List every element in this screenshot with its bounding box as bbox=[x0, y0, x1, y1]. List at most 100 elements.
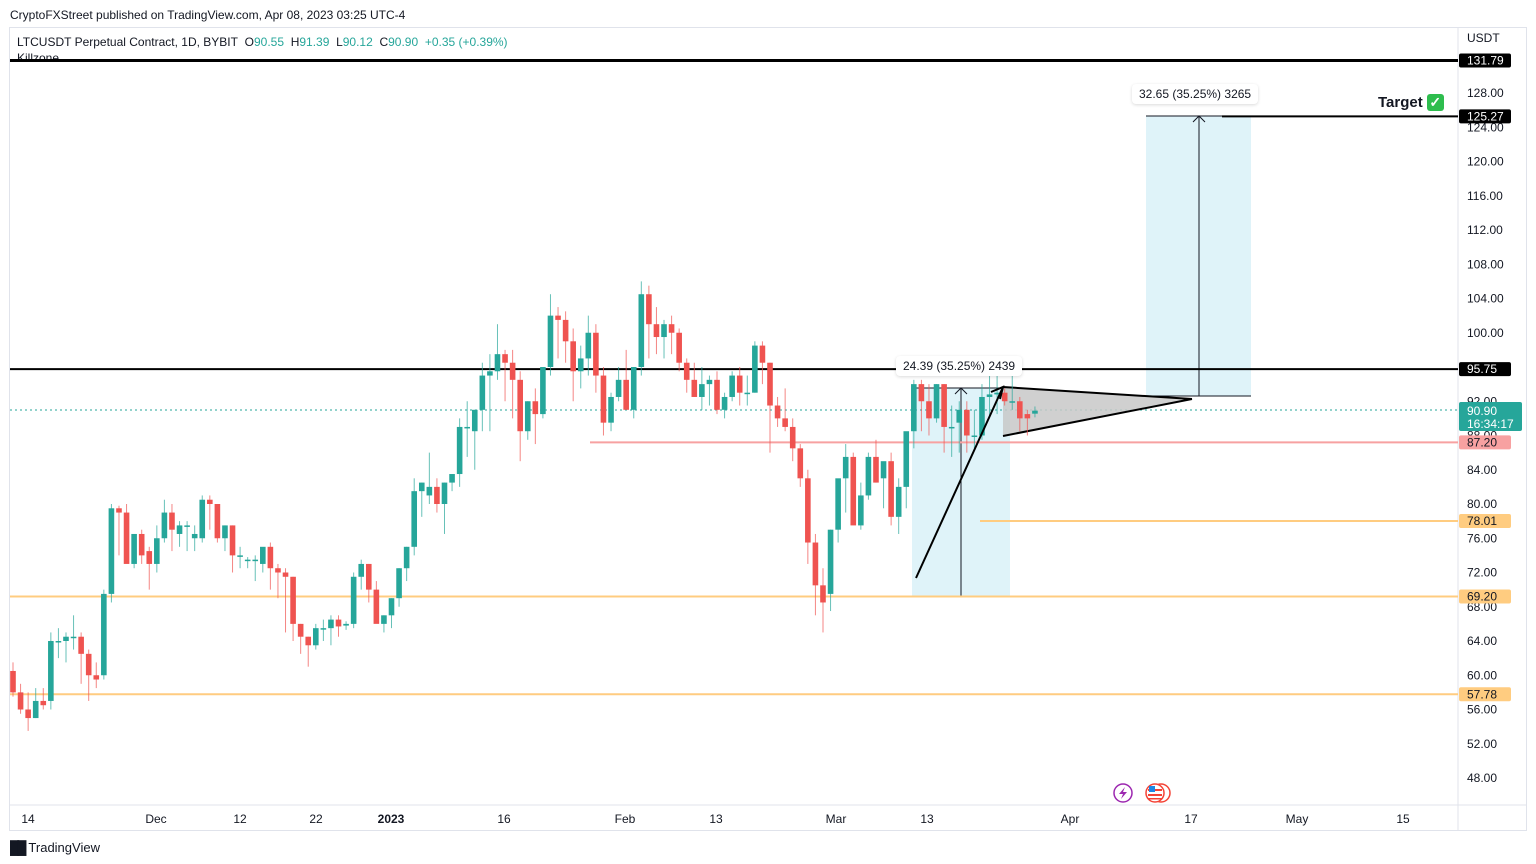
candle-body bbox=[123, 512, 130, 564]
triangle-lower-line bbox=[1002, 398, 1193, 437]
currency-label: USDT bbox=[1467, 31, 1500, 45]
low-value: 90.12 bbox=[342, 35, 373, 49]
candle-body bbox=[956, 409, 963, 423]
open-label: O bbox=[244, 35, 254, 49]
flagpole-line[interactable] bbox=[915, 386, 1004, 579]
bar-countdown: 16:34:17 bbox=[1467, 417, 1514, 431]
candle-body bbox=[797, 448, 804, 479]
candle-body bbox=[40, 700, 47, 706]
candle-body bbox=[964, 409, 970, 436]
price-tick: 116.00 bbox=[1467, 189, 1503, 203]
candle-body bbox=[820, 585, 826, 603]
candle-body bbox=[948, 426, 955, 429]
candle-body bbox=[903, 431, 910, 487]
candle-body bbox=[1024, 414, 1031, 419]
candle-body bbox=[434, 486, 440, 504]
triangle-upper-line bbox=[1002, 386, 1193, 400]
high-value: 91.39 bbox=[299, 35, 330, 49]
candle-body bbox=[600, 375, 607, 423]
candle-body bbox=[494, 354, 501, 372]
candle-body bbox=[767, 362, 773, 406]
level-price-value: 57.78 bbox=[1467, 687, 1497, 701]
price-tick: 84.00 bbox=[1467, 463, 1497, 477]
tradingview-brand[interactable]: ██ TradingView bbox=[10, 840, 100, 855]
symmetrical-triangle[interactable] bbox=[1003, 387, 1192, 436]
candle-body bbox=[668, 324, 675, 333]
target-annotation[interactable]: Target ✓ bbox=[1378, 94, 1444, 111]
candle-body bbox=[555, 315, 561, 320]
candle-body bbox=[320, 628, 327, 630]
candle-body bbox=[199, 499, 206, 539]
candle-body bbox=[1001, 392, 1008, 402]
horizontal-levels bbox=[10, 59, 1458, 696]
level-price-tag bbox=[1459, 514, 1511, 529]
candle-body bbox=[812, 542, 819, 586]
candle-body bbox=[237, 555, 243, 557]
level-price-tag bbox=[1459, 435, 1511, 450]
price-tick: 112.00 bbox=[1467, 223, 1503, 237]
candle-body bbox=[623, 379, 629, 410]
candle-body bbox=[691, 379, 698, 397]
candle-body bbox=[63, 636, 69, 641]
candle-body bbox=[146, 551, 153, 564]
candle-body bbox=[191, 533, 198, 539]
candle-body bbox=[774, 405, 781, 419]
candle-body bbox=[941, 384, 947, 427]
candle-body bbox=[540, 367, 546, 415]
candle-body bbox=[335, 619, 342, 627]
time-tick: 2023 bbox=[378, 812, 405, 826]
candle-body bbox=[396, 568, 402, 599]
candle-body bbox=[532, 401, 539, 415]
candle-body bbox=[615, 379, 622, 397]
candle-body bbox=[630, 367, 637, 410]
candle-body bbox=[926, 401, 932, 419]
candle-body bbox=[752, 345, 758, 393]
candle-body bbox=[313, 628, 319, 646]
time-tick: Apr bbox=[1061, 812, 1080, 826]
candle-body bbox=[85, 653, 92, 676]
candle-body bbox=[502, 354, 508, 363]
candle-body bbox=[608, 396, 614, 423]
candle-body bbox=[252, 559, 259, 562]
candle-body bbox=[305, 636, 312, 646]
candle-body bbox=[858, 495, 864, 526]
candle-body bbox=[517, 379, 523, 432]
level-price-tag bbox=[1459, 589, 1511, 604]
current-price-value: 90.90 bbox=[1467, 404, 1498, 418]
time-tick: Feb bbox=[615, 812, 636, 826]
candle-body bbox=[290, 576, 296, 624]
close-label: C bbox=[379, 35, 389, 49]
candle-body bbox=[17, 692, 24, 710]
candle-body bbox=[456, 426, 463, 475]
candle-body bbox=[835, 478, 841, 530]
candle-body bbox=[260, 546, 266, 564]
candle-body bbox=[426, 486, 433, 496]
level-price-value: 131.79 bbox=[1467, 54, 1504, 68]
chart-frame bbox=[9, 27, 1527, 831]
time-tick: 22 bbox=[309, 812, 323, 826]
candle-body bbox=[244, 559, 251, 562]
candle-body bbox=[827, 529, 834, 594]
candle-body bbox=[275, 568, 281, 573]
candle-body bbox=[911, 384, 917, 432]
candle-body bbox=[116, 508, 122, 513]
candle-body bbox=[994, 392, 1000, 395]
candle-body bbox=[411, 491, 418, 547]
symbol-title[interactable]: LTCUSDT Perpetual Contract, 1D, BYBIT bbox=[17, 35, 238, 49]
candle-body bbox=[880, 461, 887, 479]
candle-body bbox=[865, 456, 872, 496]
time-tick: 13 bbox=[920, 812, 934, 826]
close-value: 90.90 bbox=[388, 35, 419, 49]
candle-body bbox=[184, 525, 190, 527]
price-tick: 80.00 bbox=[1467, 497, 1497, 511]
level-price-value: 87.20 bbox=[1467, 435, 1497, 449]
lightning-event-icon[interactable] bbox=[1113, 783, 1133, 803]
indicator-label[interactable]: Killzone bbox=[17, 51, 60, 59]
us-flag-event-icon[interactable] bbox=[1145, 783, 1171, 803]
candle-body bbox=[570, 341, 576, 372]
candle-body bbox=[464, 426, 470, 429]
symbol-legend: LTCUSDT Perpetual Contract, 1D, BYBIT O 9… bbox=[17, 35, 508, 49]
candle-body bbox=[229, 525, 236, 556]
candle-body bbox=[1017, 401, 1023, 419]
